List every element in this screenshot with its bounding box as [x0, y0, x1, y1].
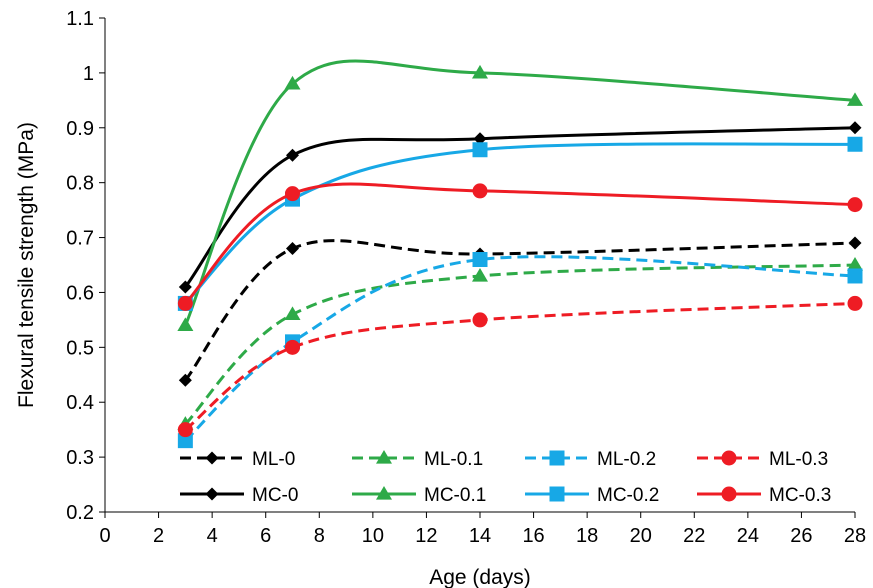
legend-marker: [549, 450, 565, 466]
y-tick-label: 0.4: [66, 392, 94, 414]
series-MC-0.1: [177, 59, 863, 331]
legend-label: ML-0: [252, 449, 295, 470]
legend-marker: [205, 487, 219, 501]
x-tick-label: 24: [737, 525, 759, 547]
data-point: [285, 339, 300, 355]
data-point: [472, 267, 488, 282]
data-point: [472, 142, 488, 158]
legend-item-ML-0.3: ML-0.3: [697, 449, 828, 470]
x-tick-label: 0: [99, 525, 110, 547]
series-line: [184, 255, 856, 442]
x-tick-label: 26: [790, 525, 812, 547]
data-point: [286, 242, 299, 256]
data-point: [177, 433, 193, 449]
x-tick-label: 2: [153, 525, 164, 547]
data-point: [848, 236, 862, 250]
data-point: [848, 121, 862, 135]
y-tick-label: 0.7: [66, 228, 94, 250]
x-tick-label: 8: [314, 525, 325, 547]
data-point: [847, 257, 863, 271]
data-point: [284, 306, 301, 320]
y-axis-title: Flexural tensile strength (MPa): [15, 122, 38, 408]
series-ML-0.1: [177, 257, 863, 430]
legend-item-ML-0.2: ML-0.2: [525, 449, 656, 470]
series-ML-0.3: [177, 295, 863, 438]
data-point: [847, 197, 863, 213]
series-line: [184, 182, 856, 305]
y-tick-label: 0.9: [66, 118, 94, 140]
data-point: [177, 317, 194, 331]
data-point: [847, 136, 863, 152]
x-tick-label: 10: [362, 525, 384, 547]
series-line: [184, 239, 856, 382]
series-ML-0.2: [177, 252, 863, 449]
x-tick-label: 28: [844, 525, 866, 547]
data-point: [472, 252, 488, 268]
y-tick-label: 0.8: [66, 173, 94, 195]
data-point: [286, 148, 299, 162]
legend-item-MC-0.2: MC-0.2: [525, 485, 659, 506]
data-point: [284, 75, 301, 90]
legend-item-MC-0.1: MC-0.1: [352, 485, 486, 506]
x-tick-label: 16: [522, 525, 544, 547]
series-line: [184, 263, 856, 426]
series-line: [184, 301, 856, 431]
data-point: [472, 64, 488, 79]
ticks: 0.20.30.40.50.60.70.80.911.10 2 4 6 8 10 12 14 1…: [66, 8, 866, 547]
x-tick-label: 20: [630, 525, 652, 547]
y-tick-label: 1: [83, 63, 94, 85]
legend-label: ML-0.1: [424, 449, 483, 470]
x-tick-label: 14: [469, 525, 491, 547]
legend-marker: [721, 450, 737, 466]
legend-item-MC-0: MC-0: [180, 485, 298, 506]
series-line: [184, 142, 856, 305]
data-point: [847, 268, 863, 284]
y-tick-label: 0.5: [66, 337, 94, 359]
legend-marker: [549, 486, 565, 502]
data-point: [473, 132, 487, 146]
data-point: [177, 295, 193, 311]
x-tick-label: 4: [207, 525, 218, 547]
data-point: [178, 373, 192, 387]
legend-marker: [376, 486, 392, 500]
y-tick-label: 0.3: [66, 447, 94, 469]
data-point: [472, 183, 488, 199]
y-tick-label: 1.1: [66, 8, 94, 30]
series-ML-0: [178, 236, 862, 387]
legend-item-ML-0: ML-0: [180, 449, 295, 470]
legend-label: MC-0.2: [597, 485, 659, 506]
legend-label: MC-0.1: [424, 485, 486, 506]
series-MC-0.3: [177, 182, 863, 311]
y-tick-label: 0.2: [66, 502, 94, 524]
x-axis-title: Age (days): [429, 566, 531, 588]
x-tick-label: 18: [576, 525, 598, 547]
data-point: [177, 422, 193, 438]
legend-label: MC-0: [252, 485, 298, 506]
series-layer: [177, 59, 863, 449]
legend-item-MC-0.3: MC-0.3: [697, 485, 831, 506]
series-line: [183, 59, 856, 326]
y-tick-label: 0.6: [66, 282, 94, 304]
data-point: [285, 186, 300, 202]
legend-marker: [721, 486, 737, 502]
series-line: [184, 126, 856, 288]
series-MC-0: [178, 121, 862, 294]
legend-item-ML-0.1: ML-0.1: [352, 449, 483, 470]
legend-marker: [205, 451, 219, 465]
legend: ML-0 ML-0.1 ML-0.2 ML-0.3 MC-0 MC-0.1 MC-0.2 MC…: [180, 449, 831, 506]
legend-label: ML-0.2: [597, 449, 656, 470]
data-point: [847, 295, 863, 311]
data-point: [847, 92, 863, 106]
legend-label: ML-0.3: [769, 449, 828, 470]
data-point: [178, 280, 192, 294]
data-point: [472, 312, 488, 328]
x-tick-label: 6: [260, 525, 271, 547]
legend-label: MC-0.3: [769, 485, 831, 506]
x-tick-label: 22: [683, 525, 705, 547]
x-tick-label: 12: [415, 525, 437, 547]
legend-marker: [376, 450, 392, 464]
